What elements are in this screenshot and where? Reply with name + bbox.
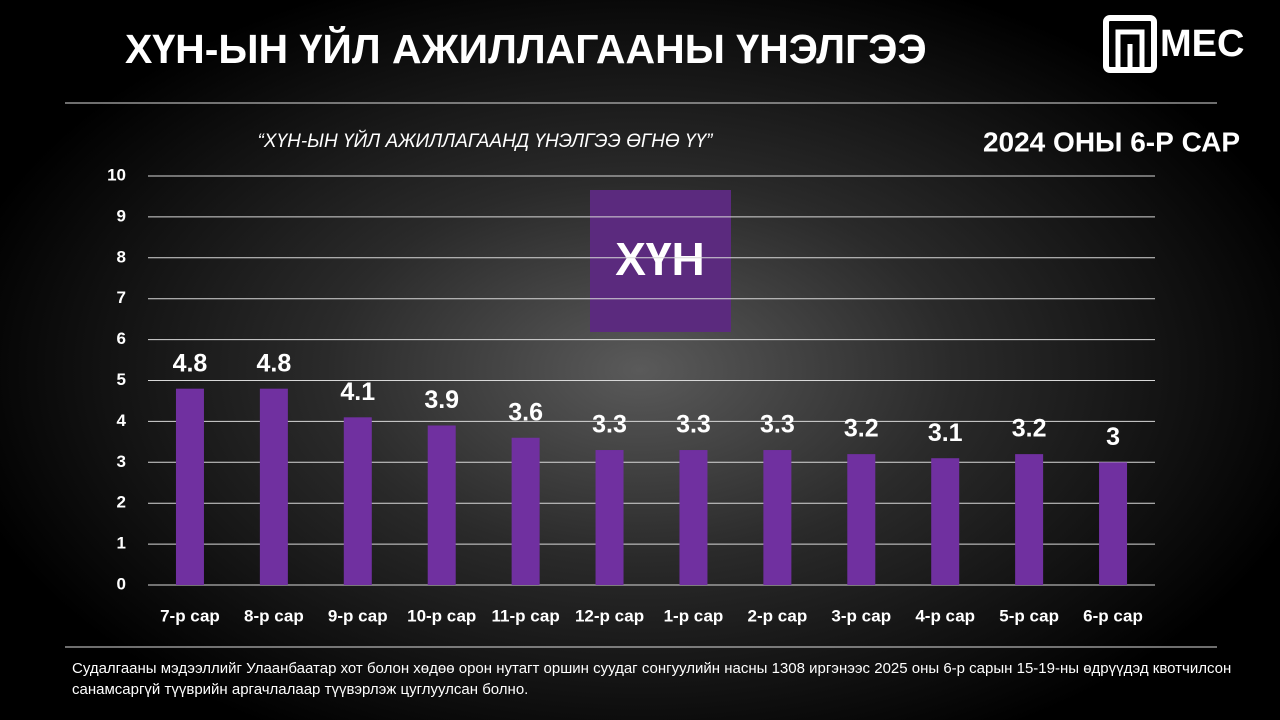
chart-title: ХҮН-ЫН ҮЙЛ АЖИЛЛАГААНЫ ҮНЭЛГЭЭ <box>125 26 927 72</box>
bar <box>931 458 960 585</box>
bar <box>259 388 288 585</box>
data-label: 3.3 <box>592 411 627 439</box>
y-tick-label: 0 <box>117 574 126 593</box>
x-tick-label: 2-р сар <box>748 606 808 625</box>
data-label: 3 <box>1106 423 1120 451</box>
x-tick-label: 3-р сар <box>831 606 891 625</box>
bar <box>511 437 540 585</box>
data-label: 3.3 <box>760 411 795 439</box>
y-tick-label: 7 <box>117 288 126 307</box>
bar <box>595 450 624 585</box>
x-tick-label: 7-р сар <box>160 606 220 625</box>
y-tick-label: 6 <box>117 329 126 348</box>
chart-subtitle: “ХҮН-ЫН ҮЙЛ АЖИЛЛАГААНД ҮНЭЛГЭЭ ӨГНӨ ҮҮ” <box>258 130 715 152</box>
x-tick-label: 6-р сар <box>1083 606 1143 625</box>
logo-text: MEC <box>1160 23 1244 65</box>
data-label: 3.6 <box>508 398 543 426</box>
y-tick-label: 9 <box>117 206 126 225</box>
badge-box <box>590 190 731 332</box>
data-label: 3.2 <box>1012 415 1047 443</box>
y-tick-label: 2 <box>117 493 126 512</box>
bar <box>847 454 876 585</box>
x-tick-label: 5-р сар <box>999 606 1059 625</box>
x-tick-label: 9-р сар <box>328 606 388 625</box>
x-tick-label: 4-р сар <box>915 606 975 625</box>
y-tick-label: 10 <box>107 165 126 184</box>
y-tick-label: 8 <box>117 247 126 266</box>
y-tick-label: 3 <box>117 452 126 471</box>
bar <box>763 450 792 585</box>
bar <box>679 450 708 585</box>
data-label: 3.1 <box>928 419 963 447</box>
x-tick-label: 11-р сар <box>492 606 560 625</box>
bar <box>1015 454 1044 585</box>
bar <box>343 417 372 585</box>
data-label: 3.3 <box>676 411 711 439</box>
period-label: 2024 ОНЫ 6-Р САР <box>983 126 1240 157</box>
y-tick-label: 5 <box>117 370 126 389</box>
bar <box>175 388 204 585</box>
data-label: 4.8 <box>256 349 291 377</box>
logo-icon <box>1103 15 1157 73</box>
x-tick-label: 10-р сар <box>407 606 476 625</box>
data-label: 3.9 <box>424 386 459 414</box>
x-tick-label: 1-р сар <box>664 606 724 625</box>
badge-text: ХҮН <box>615 233 704 285</box>
x-tick-label: 8-р сар <box>244 606 304 625</box>
data-label: 3.2 <box>844 415 879 443</box>
data-label: 4.1 <box>340 378 375 406</box>
bar <box>427 425 456 585</box>
x-tick-label: 12-р сар <box>575 606 644 625</box>
data-label: 4.8 <box>173 349 208 377</box>
bar <box>1099 462 1128 585</box>
y-tick-label: 1 <box>117 534 126 553</box>
footnote: Судалгааны мэдээллийг Улаанбаатар хот бо… <box>72 660 1232 698</box>
y-tick-label: 4 <box>117 411 127 430</box>
